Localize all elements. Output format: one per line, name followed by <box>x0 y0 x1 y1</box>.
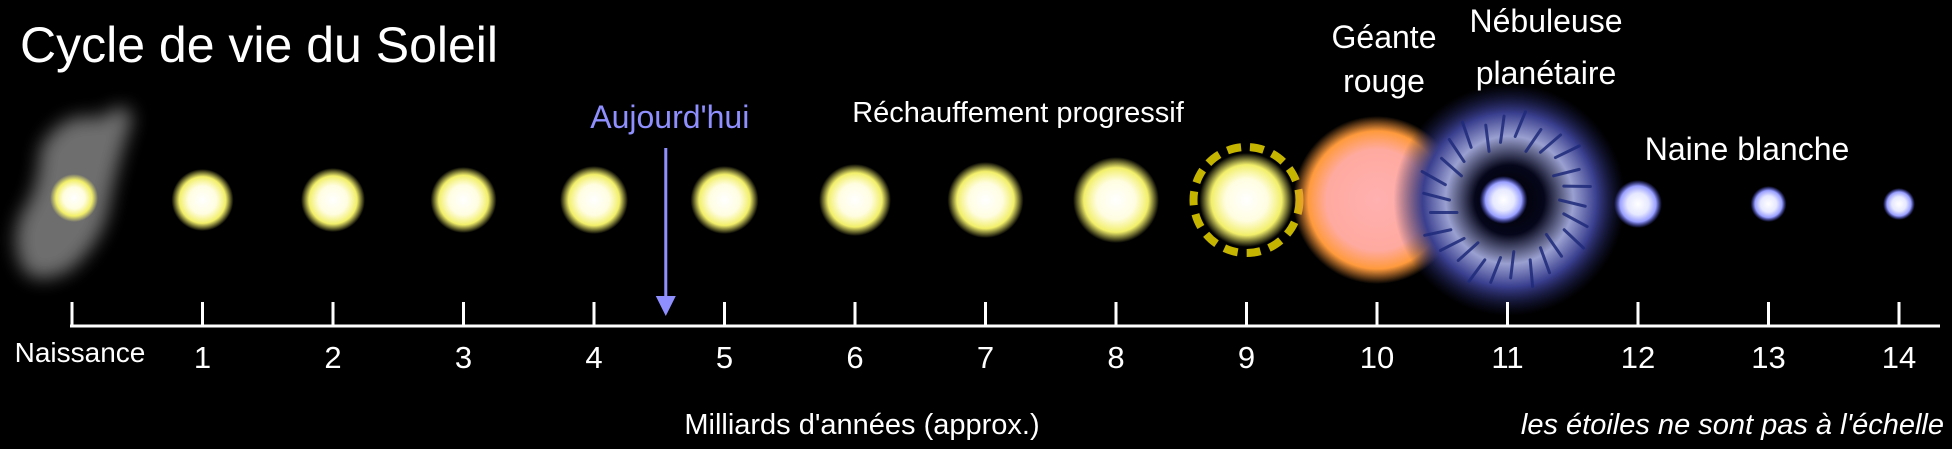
sun-star <box>1199 153 1294 247</box>
axis-tick-label: 6 <box>846 340 863 375</box>
axis-tick-label: 8 <box>1107 340 1124 375</box>
axis-tick-label: 13 <box>1751 340 1785 375</box>
sun-star <box>430 167 497 233</box>
axis-tick-label: 4 <box>585 340 602 375</box>
sun-star <box>947 162 1024 238</box>
axis-tick-label: 14 <box>1882 340 1916 375</box>
diagram-title: Cycle de vie du Soleil <box>20 17 498 73</box>
red-giant-label-line2: rouge <box>1343 63 1425 99</box>
white-dwarf-star <box>1614 180 1662 228</box>
sun-star <box>690 166 759 234</box>
nebula-label-line1: Nébuleuse <box>1470 3 1623 39</box>
sun-star <box>819 164 891 236</box>
axis-tick-label: 2 <box>324 340 341 375</box>
axis-tick-label: 9 <box>1238 340 1255 375</box>
today-label: Aujourd'hui <box>590 99 749 135</box>
age-axis: 1 2 3 4 5 6 7 8 9 10 11 12 13 14 <box>70 302 1940 375</box>
axis-start-label: Naissance <box>15 337 146 368</box>
sun-star <box>560 166 628 234</box>
axis-tick-label: 11 <box>1491 340 1523 375</box>
sun-star <box>301 168 365 232</box>
axis-tick-label: 1 <box>194 340 211 375</box>
axis-tick-label: 12 <box>1621 340 1655 375</box>
axis-tick-label: 10 <box>1360 340 1394 375</box>
white-dwarf-star <box>1883 188 1915 220</box>
axis-tick-label: 7 <box>977 340 994 375</box>
today-arrow <box>655 148 676 316</box>
white-dwarf-star <box>1750 186 1787 222</box>
axis-title: Milliards d'années (approx.) <box>684 409 1039 441</box>
axis-tick-label: 3 <box>455 340 472 375</box>
sun-star <box>171 169 234 231</box>
scale-note: les étoiles ne sont pas à l'échelle <box>1521 409 1944 441</box>
protostar-cloud <box>15 107 132 279</box>
warming-label: Réchauffement progressif <box>852 97 1184 129</box>
white-dwarf-label: Naine blanche <box>1645 131 1850 167</box>
axis-tick-label: 5 <box>716 340 733 375</box>
planetary-nebula <box>1393 84 1626 316</box>
nebula-label-line2: planétaire <box>1476 55 1617 91</box>
nebula-core <box>1479 176 1528 224</box>
sun-star <box>1073 157 1159 243</box>
stages-group <box>15 84 1915 316</box>
red-giant-label-line1: Géante <box>1332 19 1437 55</box>
